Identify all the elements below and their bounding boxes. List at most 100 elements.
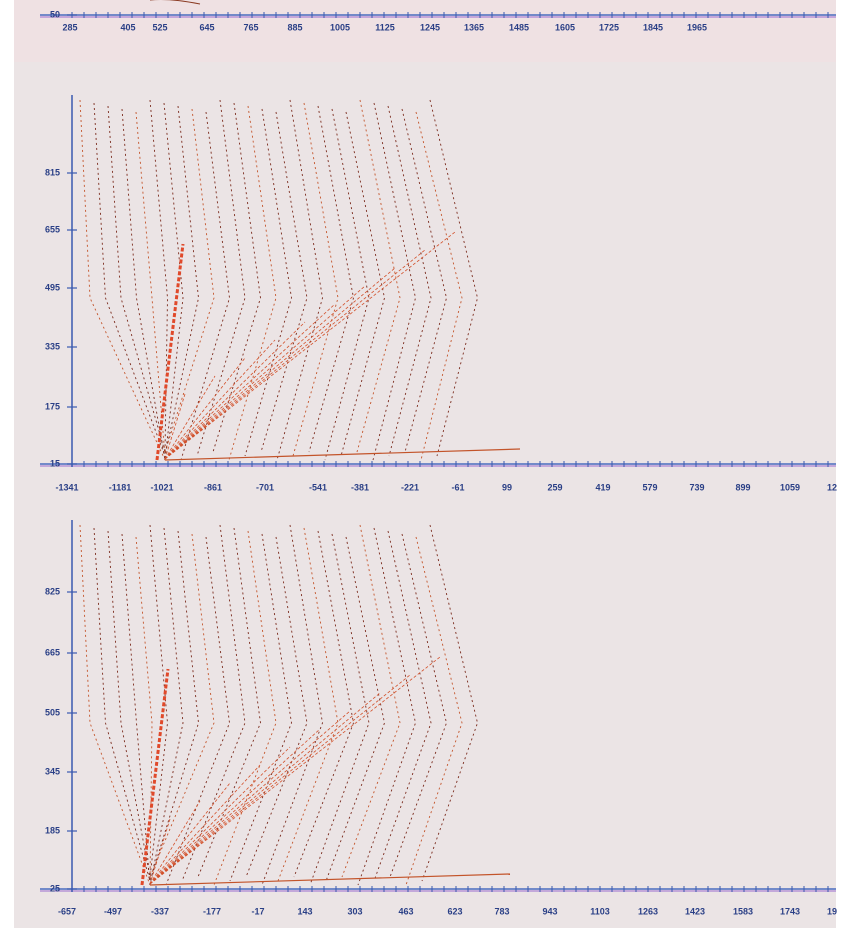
- fan-line: [229, 533, 292, 882]
- fan-line: [107, 530, 151, 878]
- x-tick-label: 19: [827, 906, 837, 916]
- fan-line: [149, 527, 184, 886]
- fan-top: [150, 0, 201, 5]
- x-tick-label: 405: [120, 22, 135, 32]
- fan-core: [149, 873, 511, 886]
- x-tick-label: 1845: [643, 22, 663, 32]
- fan-ray: [164, 393, 186, 460]
- fan-ray: [164, 339, 276, 460]
- fan-line: [149, 533, 215, 878]
- x-tick-label: 943: [542, 906, 557, 916]
- x-tick-label: -1021: [150, 482, 173, 492]
- x-tick-label: 579: [642, 482, 657, 492]
- y-tick-label: 815: [45, 167, 60, 177]
- fan-line: [197, 527, 261, 878]
- fan-line: [372, 102, 416, 461]
- y-tick-label: 185: [45, 825, 60, 835]
- fan-line: [387, 105, 432, 457]
- x-tick-label: 463: [398, 906, 413, 916]
- y-tick-label: 25: [50, 883, 60, 893]
- fan-line: [149, 524, 168, 878]
- y-tick-label: 345: [45, 766, 60, 776]
- x-tick-label: 739: [689, 482, 704, 492]
- x-tick-label: -657: [58, 906, 76, 916]
- fan-ray: [164, 321, 306, 460]
- fan-line: [196, 99, 246, 457]
- x-tick-label: 1005: [330, 22, 350, 32]
- x-tick-label: 1125: [375, 22, 395, 32]
- x-tick-label: 1365: [464, 22, 484, 32]
- x-tick-label: -541: [309, 482, 327, 492]
- x-tick-label: -17: [251, 906, 264, 916]
- x-tick-label: 765: [243, 22, 258, 32]
- fan-line: [260, 111, 308, 453]
- fan-ray: [149, 782, 231, 885]
- y-tick-label: 505: [45, 707, 60, 717]
- fan-ray: [149, 728, 321, 885]
- fan-line: [292, 102, 339, 457]
- x-tick-label: 899: [735, 482, 750, 492]
- fan-line: [405, 536, 463, 886]
- fan-line: [228, 105, 277, 461]
- fan-line: [277, 527, 339, 882]
- fan-line: [421, 524, 478, 882]
- fan-line: [341, 524, 401, 878]
- fan-ray: [164, 303, 336, 460]
- fan-line: [212, 102, 261, 453]
- top-panel-bg: [14, 0, 836, 62]
- y-tick-label: 495: [45, 282, 60, 292]
- fan-line: [308, 105, 354, 453]
- x-tick-label: 1263: [638, 906, 658, 916]
- fan-line: [293, 530, 354, 878]
- x-tick-label: 645: [199, 22, 214, 32]
- fan-ray: [149, 818, 171, 885]
- fan-line: [373, 530, 432, 882]
- x-tick-label: 623: [447, 906, 462, 916]
- fan-line: [79, 99, 166, 461]
- fan-core: [140, 668, 170, 886]
- fan-core: [164, 448, 521, 461]
- x-tick-label: 143: [297, 906, 312, 916]
- fan-ray: [164, 357, 246, 460]
- fan-ray: [164, 285, 366, 460]
- x-tick-label: 285: [62, 22, 77, 32]
- fan-line: [79, 524, 151, 886]
- fan-ray: [149, 656, 441, 885]
- x-tick-label: -61: [451, 482, 464, 492]
- x-tick-label: 1103: [590, 906, 610, 916]
- y-tick-label: 50: [50, 9, 60, 19]
- y-tick-label: 655: [45, 224, 60, 234]
- y-tick-label: 15: [50, 458, 60, 468]
- fan-line: [135, 536, 153, 882]
- x-tick-label: 419: [595, 482, 610, 492]
- fan-line: [93, 102, 166, 457]
- x-tick-label: -701: [256, 482, 274, 492]
- fan-line: [163, 102, 184, 461]
- x-tick-label: -861: [204, 482, 222, 492]
- x-tick-label: 259: [547, 482, 562, 492]
- fan-line: [149, 99, 168, 453]
- fan-ray: [149, 764, 261, 885]
- x-tick-label: 12: [827, 482, 837, 492]
- x-tick-label: -221: [401, 482, 419, 492]
- x-tick-label: -1341: [55, 482, 78, 492]
- fan-line: [93, 527, 151, 882]
- y-tick-label: 175: [45, 401, 60, 411]
- x-tick-label: 783: [494, 906, 509, 916]
- x-tick-label: -337: [151, 906, 169, 916]
- fan-line: [164, 105, 199, 457]
- x-tick-label: -177: [203, 906, 221, 916]
- fan-line: [164, 108, 215, 453]
- x-tick-label: -381: [351, 482, 369, 492]
- fan-line: [276, 99, 323, 461]
- y-tick-label: 665: [45, 647, 60, 657]
- x-tick-label: 1485: [509, 22, 529, 32]
- x-tick-label: 1605: [555, 22, 575, 32]
- x-tick-label: 1245: [420, 22, 440, 32]
- x-tick-label: 303: [347, 906, 362, 916]
- fan-line: [181, 524, 246, 882]
- x-tick-label: -497: [104, 906, 122, 916]
- fan-ray: [164, 231, 456, 460]
